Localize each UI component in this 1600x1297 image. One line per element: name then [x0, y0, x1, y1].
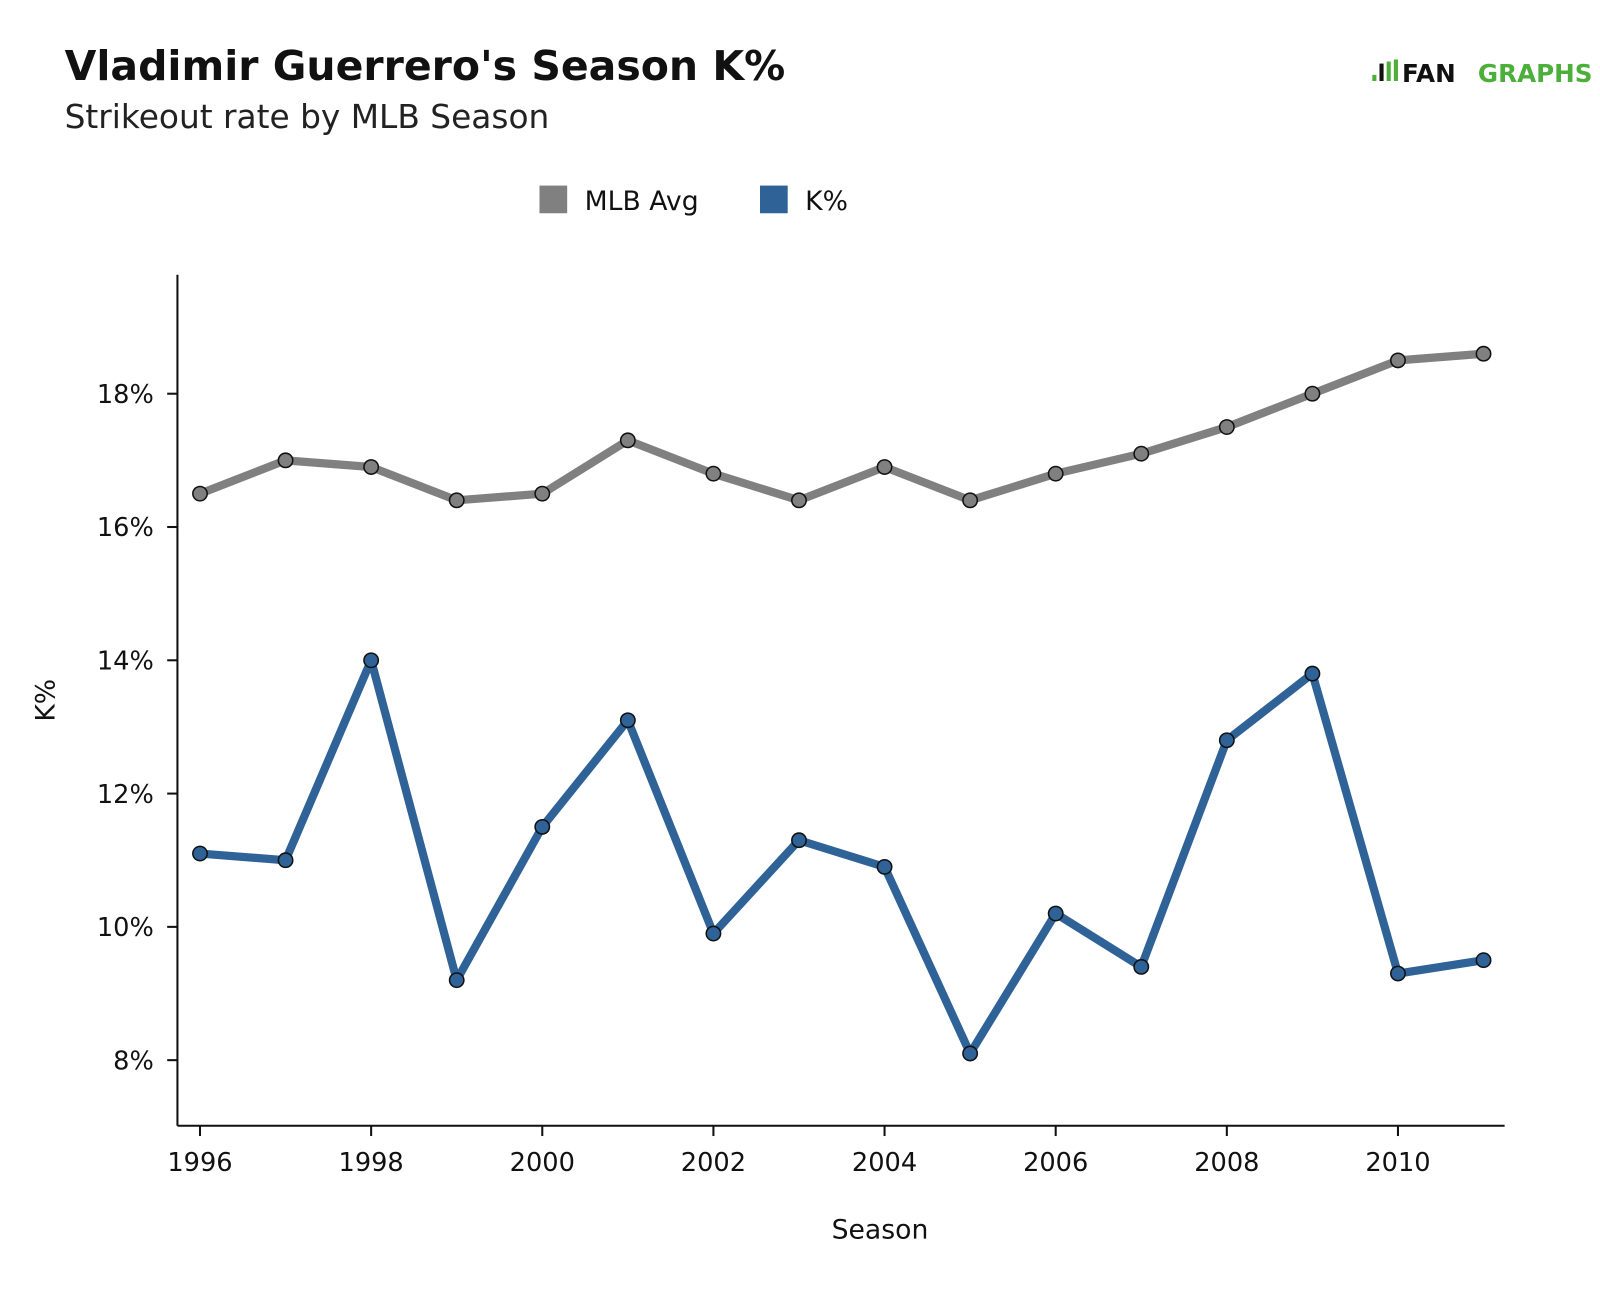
data-point-k-pct [363, 652, 380, 669]
data-point-mlb-avg [1133, 445, 1150, 462]
legend: MLB Avg K% [539, 185, 848, 217]
data-point-mlb-avg [876, 459, 893, 475]
data-point-k-pct [448, 972, 465, 989]
x-tick-label: 1998 [339, 1148, 404, 1178]
y-tick-label: 12% [97, 780, 154, 810]
data-point-mlb-avg [705, 465, 722, 482]
data-point-k-pct [1390, 965, 1406, 982]
data-point-mlb-avg [1390, 352, 1406, 369]
series-line-k-pct [199, 656, 1485, 1058]
data-point-mlb-avg [1475, 345, 1492, 362]
data-point-mlb-avg [962, 492, 979, 509]
legend-swatch-k-pct [760, 185, 788, 214]
x-tick-label: 2004 [852, 1148, 917, 1178]
data-point-k-pct [705, 925, 722, 942]
data-point-k-pct [1047, 905, 1064, 922]
x-tick-label: 1996 [167, 1148, 232, 1178]
data-point-k-pct [619, 712, 636, 729]
y-axis-label: K% [30, 679, 61, 722]
legend-label-k-pct: K% [805, 186, 848, 217]
y-tick-label: 14% [97, 647, 154, 677]
data-point-k-pct [192, 845, 208, 862]
data-point-mlb-avg [277, 452, 294, 469]
y-tick-label: 18% [97, 380, 154, 410]
x-tick-label: 2006 [1023, 1148, 1088, 1178]
x-tick-label: 2000 [510, 1148, 575, 1178]
y-tick-label: 8% [113, 1046, 154, 1076]
series-line-mlb-avg [198, 349, 1484, 505]
data-point-mlb-avg [448, 492, 465, 509]
data-point-k-pct [876, 858, 893, 875]
data-point-k-pct [1218, 732, 1235, 749]
data-point-k-pct [1133, 958, 1150, 975]
data-point-k-pct [962, 1045, 979, 1062]
data-point-k-pct [1304, 665, 1321, 682]
x-tick-label: 2010 [1365, 1148, 1430, 1178]
data-point-mlb-avg [1304, 385, 1321, 402]
data-point-k-pct [277, 852, 294, 869]
data-point-mlb-avg [1047, 465, 1064, 482]
legend-label-mlb-avg: MLB Avg [585, 186, 699, 217]
data-point-mlb-avg [1218, 419, 1235, 435]
data-point-mlb-avg [192, 485, 208, 502]
data-point-mlb-avg [619, 432, 636, 449]
data-point-mlb-avg [363, 459, 380, 475]
data-point-k-pct [791, 832, 807, 849]
x-tick-label: 2002 [681, 1148, 746, 1178]
data-point-mlb-avg [791, 492, 807, 509]
data-point-k-pct [534, 818, 551, 835]
y-tick-label: 10% [97, 913, 154, 943]
logo-fan: FAN [1402, 59, 1456, 88]
x-axis-label: Season [832, 1215, 929, 1246]
chart-subtitle: Strikeout rate by MLB Season [65, 98, 550, 136]
y-tick-label: 16% [97, 513, 154, 543]
chart-title: Vladimir Guerrero's Season K% [65, 42, 786, 90]
fangraphs-logo: FAN GRAPHS [1372, 59, 1593, 88]
logo-graphs: GRAPHS [1478, 59, 1593, 88]
data-point-mlb-avg [534, 485, 551, 502]
data-point-k-pct [1475, 952, 1492, 969]
x-tick-label: 2008 [1194, 1148, 1259, 1178]
legend-swatch-mlb-avg [539, 185, 568, 214]
